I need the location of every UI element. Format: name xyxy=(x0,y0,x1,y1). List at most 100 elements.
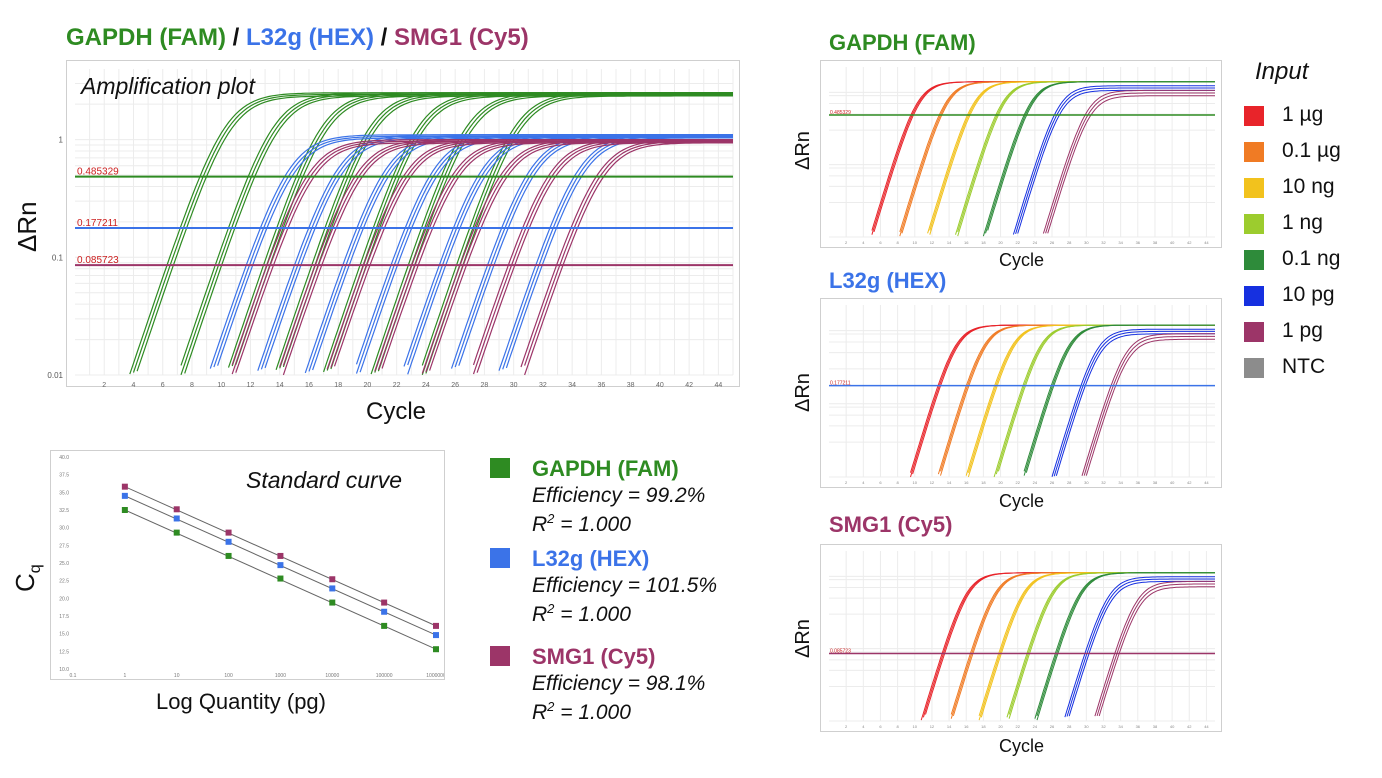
amp-curve-l32g xyxy=(454,135,733,368)
standard-curve-x-label: Log Quantity (pg) xyxy=(156,689,326,714)
title-smg1: SMG1 (Cy5) xyxy=(394,24,529,51)
input-label-01ug: 0.1 µg xyxy=(1282,139,1341,162)
sc-point-gapdh xyxy=(225,552,232,559)
sc-point-gapdh xyxy=(329,599,336,606)
small-x-tick-label: 44 xyxy=(1204,480,1209,485)
small-curve-input_01ng xyxy=(1034,572,1215,719)
sc-point-l32g xyxy=(121,492,128,499)
sc-y-tick-label: 20.0 xyxy=(59,596,69,602)
sc-legend-efficiency-smg1: Efficiency = 98.1% xyxy=(532,672,706,695)
amp-x-tick-label: 28 xyxy=(481,382,489,389)
sc-point-smg1 xyxy=(329,576,336,583)
amp-curve-smg1 xyxy=(520,139,733,368)
amp-x-tick-label: 30 xyxy=(510,382,518,389)
smg1-small-y-label: ΔRn xyxy=(792,619,814,658)
r2-letter: R xyxy=(532,701,548,724)
amplification-plot: 2 4 6 8 10 12 14 16 18 20 22 24 26 28 30 32 34 36 38 40 42 44… xyxy=(47,69,734,389)
sc-point-l32g xyxy=(225,538,232,545)
sc-legend-r2-l32g: R2 = 1.000 xyxy=(532,601,631,627)
small-x-tick-label: 22 xyxy=(1015,724,1020,729)
sc-x-tick-label: 1000 xyxy=(275,673,286,679)
small-x-tick-label: 42 xyxy=(1187,480,1192,485)
l32g-small-panel: 2 4 6 8 10 12 14 16 18 20 22 24 26 28 30 32 34 36 38 40 42 44… xyxy=(820,298,1222,488)
small-threshold-label: 0.485329 xyxy=(830,110,851,116)
small-curve-input_1ng xyxy=(1008,572,1215,715)
input-swatch-10ng xyxy=(1244,178,1264,198)
sc-x-tick-label: 1 xyxy=(123,673,126,679)
small-x-tick-label: 32 xyxy=(1101,480,1106,485)
small-x-tick-label: 16 xyxy=(964,724,969,729)
small-x-tick-label: 32 xyxy=(1101,240,1106,245)
small-x-tick-label: 10 xyxy=(913,480,918,485)
small-curve-input_01ug xyxy=(940,324,1215,472)
sc-y-tick-label: 30.0 xyxy=(59,526,69,532)
small-x-tick-label: 26 xyxy=(1050,480,1055,485)
amplification-y-label: ΔRn xyxy=(12,201,42,252)
small-x-tick-label: 44 xyxy=(1204,240,1209,245)
title-gapdh: GAPDH (FAM) xyxy=(66,24,226,51)
small-threshold-label: 0.085723 xyxy=(830,648,851,654)
small-x-tick-label: 2 xyxy=(845,724,848,729)
title-l32g: L32g (HEX) xyxy=(246,24,375,51)
sc-point-smg1 xyxy=(277,552,284,559)
small-x-tick-label: 8 xyxy=(897,724,900,729)
small-curve-input_10pg xyxy=(1017,89,1215,234)
small-curve-input_1pg xyxy=(1083,335,1215,476)
small-x-tick-label: 2 xyxy=(845,480,848,485)
sc-point-smg1 xyxy=(381,599,388,606)
small-x-tick-label: 6 xyxy=(879,480,882,485)
small-x-tick-label: 22 xyxy=(1015,240,1020,245)
amp-x-tick-label: 38 xyxy=(627,382,635,389)
small-curve-input_01ng xyxy=(1025,324,1215,473)
input-label-10pg: 10 pg xyxy=(1282,283,1335,306)
sc-point-gapdh xyxy=(381,622,388,629)
small-curve-input_01ng xyxy=(1023,324,1215,476)
small-curve-input_1ng xyxy=(1008,572,1215,719)
input-swatch-1ug xyxy=(1244,106,1264,126)
small-x-tick-label: 22 xyxy=(1015,480,1020,485)
sc-point-smg1 xyxy=(173,506,180,513)
small-curve-input_01ng xyxy=(1036,572,1215,721)
small-x-tick-label: 28 xyxy=(1067,240,1072,245)
small-x-tick-label: 4 xyxy=(862,724,865,729)
small-x-tick-label: 44 xyxy=(1204,724,1209,729)
sc-point-gapdh xyxy=(121,507,128,513)
small-curve-input_10pg xyxy=(1066,578,1215,717)
small-x-tick-label: 40 xyxy=(1170,724,1175,729)
amplification-plot-title: Amplification plot xyxy=(81,73,255,99)
l32g-small-x-label: Cycle xyxy=(999,491,1045,511)
sc-legend-swatch-l32g xyxy=(490,548,510,568)
input-swatch-01ng xyxy=(1244,250,1264,270)
small-x-tick-label: 36 xyxy=(1136,480,1141,485)
input-swatch-10pg xyxy=(1244,286,1264,306)
small-x-tick-label: 30 xyxy=(1084,724,1089,729)
small-x-tick-label: 8 xyxy=(897,240,900,245)
sc-point-gapdh xyxy=(277,575,284,582)
r2-sup: 2 xyxy=(547,511,555,526)
small-x-tick-label: 14 xyxy=(947,240,952,245)
small-x-tick-label: 12 xyxy=(930,240,935,245)
small-curve-input_1pg xyxy=(1045,92,1215,234)
amp-x-tick-label: 18 xyxy=(334,382,342,389)
small-curve-input_10pg xyxy=(1053,330,1215,477)
sc-x-tick-label: 10 xyxy=(174,673,180,679)
amp-y-tick-label: 0.1 xyxy=(52,253,64,262)
small-curve-input_1pg xyxy=(1096,583,1215,717)
small-curve-input_1ug xyxy=(925,572,1215,715)
amp-x-tick-label: 4 xyxy=(132,382,136,389)
small-curve-input_10pg xyxy=(1055,333,1215,476)
amp-curve-smg1 xyxy=(231,139,733,366)
small-x-tick-label: 38 xyxy=(1153,480,1158,485)
amp-x-tick-label: 16 xyxy=(305,382,313,389)
standard-curve-y-label: Cq xyxy=(10,564,45,592)
smg1-panel-title: SMG1 (Cy5) xyxy=(829,512,953,537)
small-x-tick-label: 30 xyxy=(1084,480,1089,485)
sc-legend-r2-gapdh: R2 = 1.000 xyxy=(532,511,631,537)
small-x-tick-label: 28 xyxy=(1067,480,1072,485)
small-curve-input_1pg xyxy=(1081,333,1215,476)
small-x-tick-label: 10 xyxy=(913,240,918,245)
standard-curve-title: Standard curve xyxy=(246,467,402,493)
small-x-tick-label: 6 xyxy=(879,724,882,729)
sc-point-l32g xyxy=(433,632,439,639)
amp-x-tick-label: 26 xyxy=(451,382,459,389)
